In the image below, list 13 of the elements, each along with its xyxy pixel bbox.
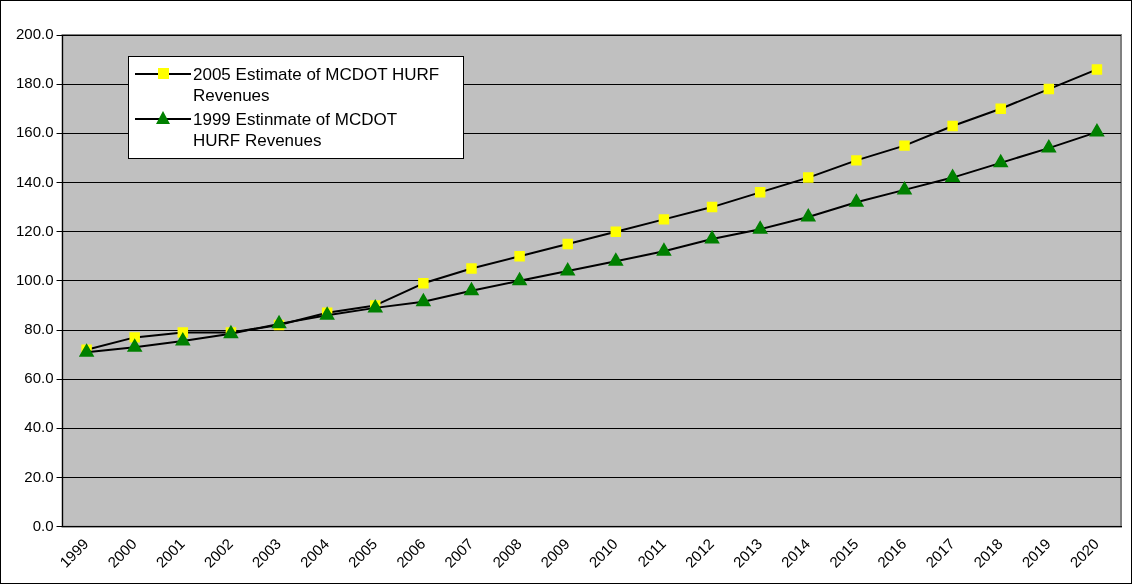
y-tick-label: 180.0 (15, 74, 54, 92)
y-tick-label: 160.0 (15, 123, 54, 141)
legend-label: 2005 Estimate of MCDOT HURF Revenues (193, 64, 441, 106)
y-tick-label: 120.0 (15, 221, 54, 239)
legend-label: 1999 Estinmate of MCDOT HURF Revenues (193, 109, 398, 151)
y-tick-label: 0.0 (32, 516, 54, 534)
y-tick-label: 60.0 (24, 369, 54, 387)
y-tick-label: 200.0 (15, 25, 54, 43)
y-tick-label: 140.0 (15, 172, 54, 190)
y-tick-label: 20.0 (24, 467, 54, 485)
y-tick-label: 40.0 (24, 418, 54, 436)
y-tick-label: 100.0 (15, 270, 54, 288)
y-tick-label: 80.0 (24, 320, 54, 338)
